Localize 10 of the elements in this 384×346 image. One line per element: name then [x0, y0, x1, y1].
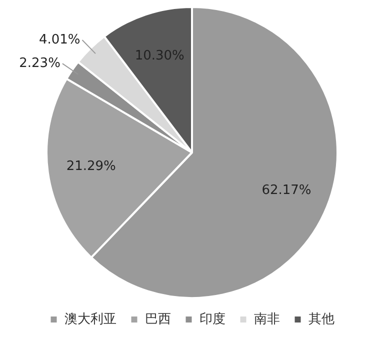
legend-label: 澳大利亚 [64, 312, 116, 327]
legend-label: 印度 [199, 310, 226, 327]
data-label: 2.23% [19, 56, 60, 71]
data-label: 21.29% [66, 158, 116, 174]
data-label: 4.01% [38, 32, 80, 48]
data-label: 10.30% [134, 48, 184, 64]
data-label: 62.17% [262, 182, 312, 198]
legend-label: 巴西 [144, 312, 171, 327]
legend-label: 其他 [308, 312, 334, 327]
legend-label: 南非 [254, 312, 280, 327]
